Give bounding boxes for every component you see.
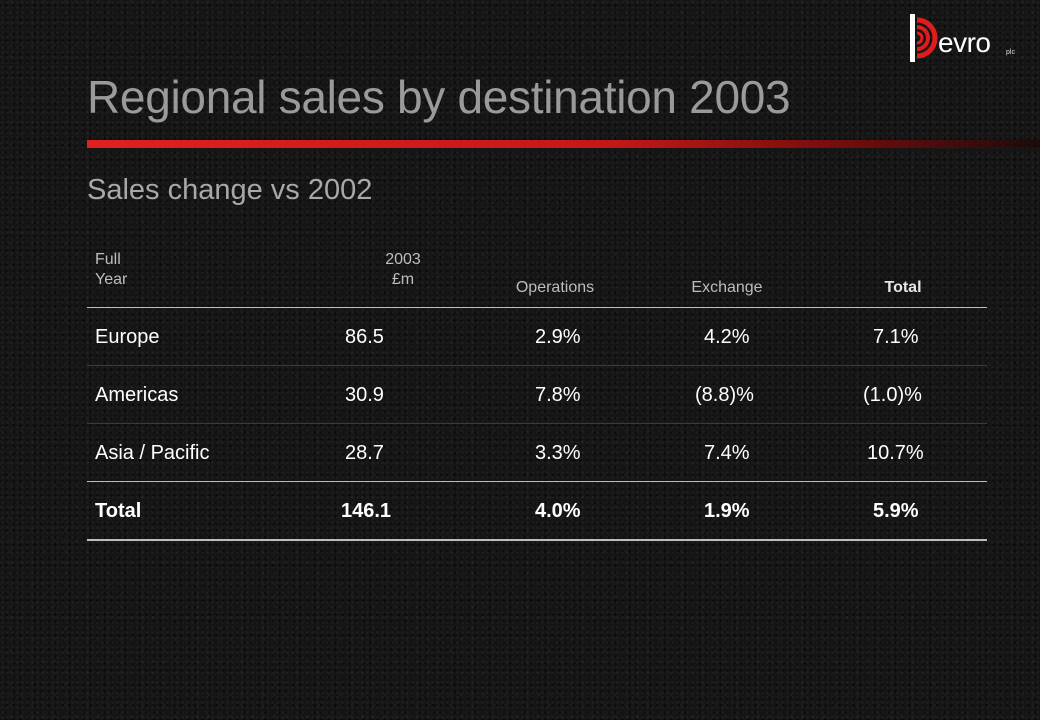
cell-region: Asia / Pacific	[95, 442, 210, 464]
header-full-year: Full Year	[95, 250, 127, 290]
cell-exchange: (8.8)%	[695, 384, 754, 406]
cell-total: 10.7%	[867, 442, 924, 464]
table-total-row: Total 146.1 4.0% 1.9% 5.9%	[87, 481, 987, 541]
cell-operations: 4.0%	[535, 500, 581, 522]
cell-operations: 7.8%	[535, 384, 581, 406]
cell-sales: 86.5	[345, 326, 384, 348]
slide-subtitle: Sales change vs 2002	[87, 174, 373, 206]
cell-exchange: 4.2%	[704, 326, 750, 348]
logo-text: evro	[938, 27, 991, 58]
title-underline	[87, 140, 1040, 148]
cell-total: 7.1%	[873, 326, 919, 348]
table-header: Full Year 2003 £m Operations Exchange To…	[87, 250, 987, 308]
header-full-line: Full	[95, 251, 121, 268]
cell-total: 5.9%	[873, 500, 919, 522]
table-row: Asia / Pacific 28.7 3.3% 7.4% 10.7%	[87, 424, 987, 482]
header-total: Total	[884, 279, 922, 296]
devro-logo: evro plc	[908, 10, 1032, 70]
cell-sales: 146.1	[341, 500, 392, 522]
cell-sales: 28.7	[345, 442, 384, 464]
cell-exchange: 7.4%	[704, 442, 750, 464]
header-2003-line: 2003	[385, 251, 421, 268]
cell-total: (1.0)%	[863, 384, 922, 406]
cell-exchange: 1.9%	[704, 500, 750, 522]
table-row: Europe 86.5 2.9% 4.2% 7.1%	[87, 308, 987, 366]
header-exchange: Exchange	[691, 279, 763, 296]
cell-operations: 3.3%	[535, 442, 581, 464]
slide-title: Regional sales by destination 2003	[87, 71, 791, 123]
cell-sales: 30.9	[345, 384, 384, 406]
sales-table: Full Year 2003 £m Operations Exchange To…	[87, 250, 987, 541]
header-operations: Operations	[515, 279, 595, 296]
cell-region: Americas	[95, 384, 179, 406]
header-gbpm-line: £m	[391, 271, 415, 288]
cell-operations: 2.9%	[535, 326, 581, 348]
header-year-line: Year	[95, 271, 128, 288]
logo-plc: plc	[1006, 49, 1015, 56]
cell-region: Europe	[95, 326, 160, 348]
header-sales-2003: 2003 £m	[373, 250, 433, 290]
cell-region: Total	[95, 500, 142, 522]
table-row: Americas 30.9 7.8% (8.8)% (1.0)%	[87, 366, 987, 424]
devro-logo-mark-icon	[910, 14, 938, 62]
